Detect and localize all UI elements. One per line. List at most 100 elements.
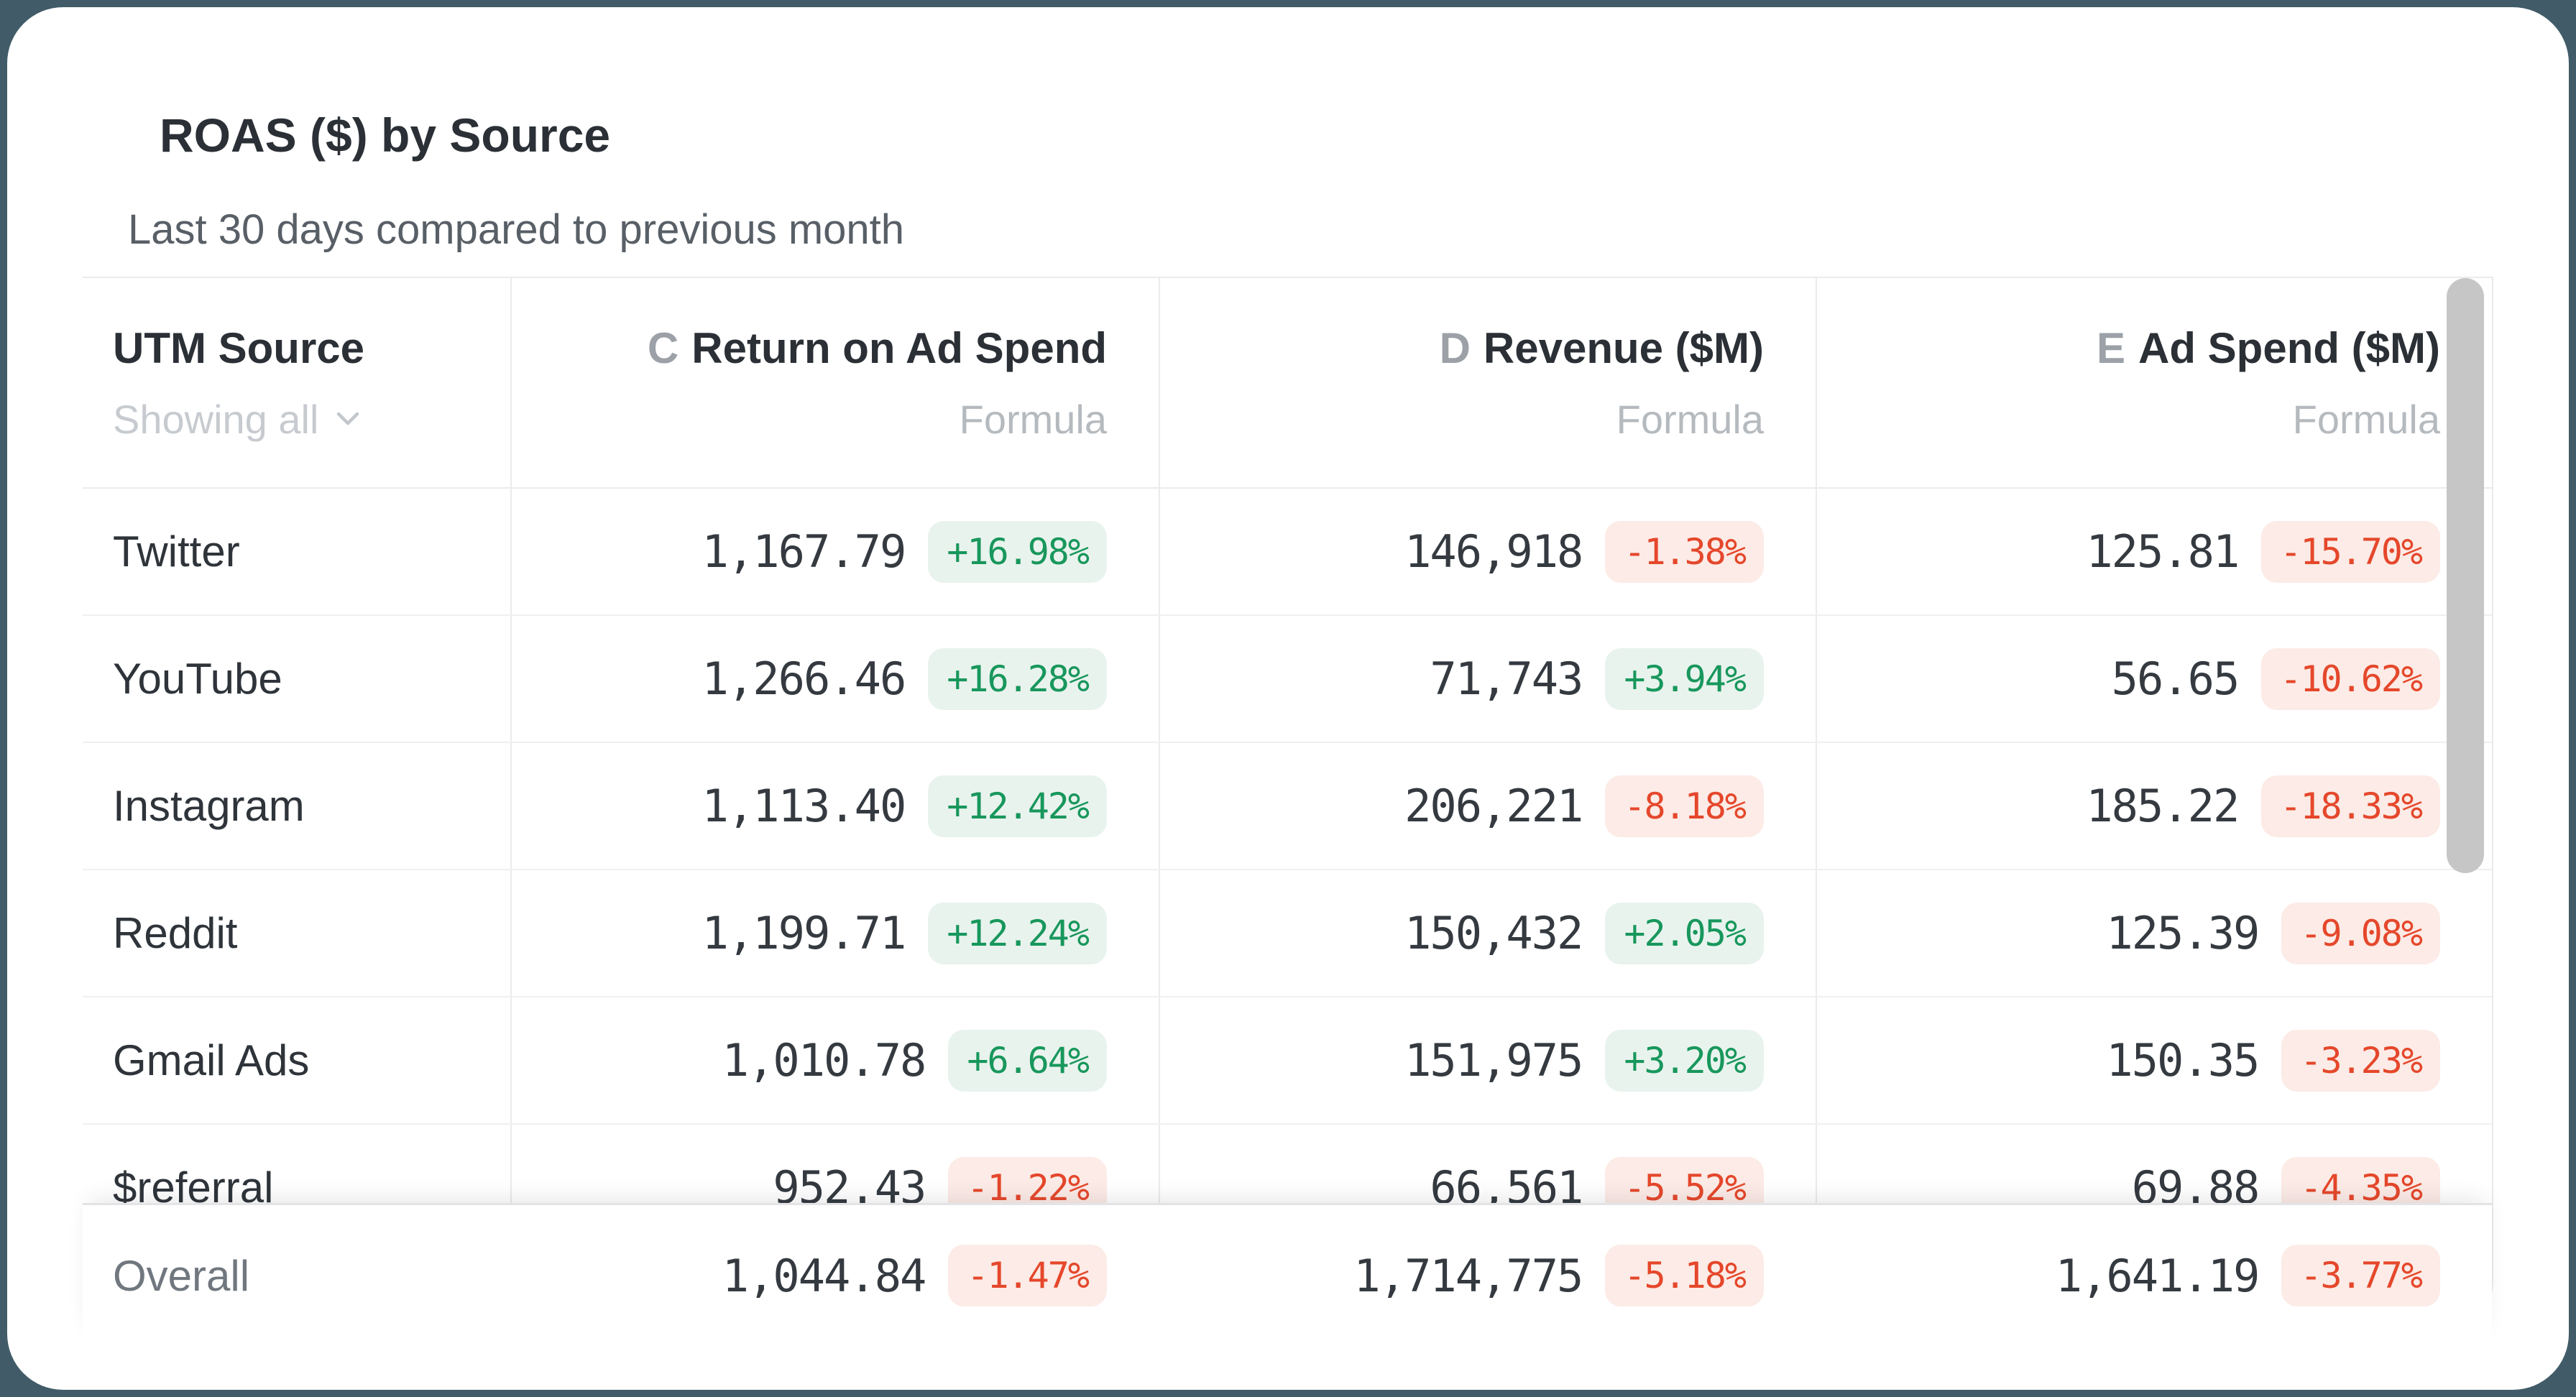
formula-label: Formula [959, 396, 1107, 442]
table-row: Instagram 1,113.40 +12.42% 206,221 -8.18… [83, 743, 2492, 870]
delta-badge: +12.24% [928, 902, 1107, 964]
column-header-label: C Return on Ad Spend [647, 323, 1107, 372]
adspend-cell: 150.35 -3.23% [1816, 997, 2492, 1123]
column-header-label: E Ad Spend ($M) [2096, 323, 2440, 372]
roas-widget-card: ROAS ($) by Source Last 30 days compared… [7, 7, 2569, 1390]
delta-badge: +16.98% [928, 520, 1107, 583]
roas-cell: 952.43 -1.22% [510, 1125, 1159, 1203]
revenue-column-header-cell[interactable]: D Revenue ($M) Formula [1159, 278, 1816, 487]
source-cell: YouTube [113, 655, 282, 703]
metric-value: 150,432 [1404, 907, 1583, 959]
metric-value: 1,641.19 [2055, 1249, 2260, 1302]
roas-cell: 1,199.71 +12.24% [510, 870, 1159, 996]
vertical-scrollbar-thumb[interactable] [2447, 278, 2484, 873]
adspend-cell: 69.88 -4.35% [1816, 1125, 2492, 1203]
table-row: Gmail Ads 1,010.78 +6.64% 151,975 +3.20%… [83, 997, 2492, 1125]
delta-badge: -15.70% [2261, 520, 2440, 583]
source-cell: $referral [113, 1163, 274, 1203]
roas-column-header-cell[interactable]: C Return on Ad Spend Formula [510, 278, 1159, 487]
column-letter: C [647, 323, 679, 372]
delta-badge: +12.42% [928, 775, 1107, 837]
delta-badge: -1.47% [948, 1245, 1107, 1306]
metric-value: 150.35 [2106, 1034, 2260, 1087]
metric-value: 1,714,775 [1353, 1249, 1583, 1302]
metric-value: 146,918 [1404, 525, 1583, 578]
delta-badge: -3.77% [2281, 1245, 2440, 1306]
showing-all-dropdown[interactable]: Showing all [113, 396, 360, 443]
utm-source-header-cell: UTM Source Showing all [83, 278, 510, 487]
metric-value: 952.43 [773, 1161, 926, 1203]
column-letter: D [1439, 323, 1471, 372]
revenue-cell: 66,561 -5.52% [1159, 1125, 1816, 1203]
roas-cell: 1,167.79 +16.98% [510, 489, 1159, 614]
showing-all-label: Showing all [113, 396, 319, 442]
metric-value: 56.65 [2111, 653, 2240, 705]
source-cell: Reddit [113, 909, 238, 957]
table-header-row: UTM Source Showing all C Return on Ad Spe… [83, 277, 2492, 489]
source-cell: Overall [113, 1251, 250, 1300]
metric-value: 185.22 [2086, 780, 2240, 832]
metric-value: 1,044.84 [722, 1249, 927, 1302]
delta-badge: -3.23% [2281, 1029, 2440, 1092]
roas-cell: 1,010.78 +6.64% [510, 997, 1159, 1123]
revenue-cell: 146,918 -1.38% [1159, 489, 1816, 614]
delta-badge: -5.52% [1605, 1156, 1764, 1203]
metric-value: 151,975 [1404, 1034, 1583, 1087]
roas-table: UTM Source Showing all C Return on Ad Spe… [83, 277, 2493, 1346]
metric-value: 1,266.46 [702, 653, 907, 705]
metric-value: 206,221 [1404, 780, 1583, 832]
adspend-column-header-cell[interactable]: E Ad Spend ($M) Formula [1816, 278, 2492, 487]
adspend-cell: 185.22 -18.33% [1816, 743, 2492, 869]
column-letter: E [2096, 323, 2126, 372]
roas-cell: 1,044.84 -1.47% [510, 1205, 1159, 1346]
chevron-down-icon [337, 412, 359, 425]
formula-label: Formula [2292, 396, 2440, 442]
source-cell: Twitter [113, 527, 240, 576]
delta-badge: -9.08% [2281, 902, 2440, 964]
revenue-cell: 71,743 +3.94% [1159, 616, 1816, 742]
table-row: YouTube 1,266.46 +16.28% 71,743 +3.94% 5… [83, 616, 2492, 743]
table-row: Twitter 1,167.79 +16.98% 146,918 -1.38% … [83, 489, 2492, 616]
adspend-cell: 125.81 -15.70% [1816, 489, 2492, 614]
card-subtitle: Last 30 days compared to previous month [128, 206, 905, 253]
delta-badge: -1.38% [1605, 520, 1764, 583]
card-title: ROAS ($) by Source [160, 109, 611, 162]
revenue-cell: 206,221 -8.18% [1159, 743, 1816, 869]
delta-badge: +6.64% [948, 1029, 1107, 1092]
metric-value: 125.81 [2086, 525, 2240, 578]
column-header-label: D Revenue ($M) [1439, 323, 1764, 372]
table-row: Reddit 1,199.71 +12.24% 150,432 +2.05% 1… [83, 870, 2492, 997]
delta-badge: -1.22% [948, 1156, 1107, 1203]
metric-value: 125.39 [2106, 907, 2260, 959]
metric-value: 71,743 [1430, 653, 1583, 705]
delta-badge: -18.33% [2261, 775, 2440, 837]
delta-badge: -5.18% [1605, 1245, 1764, 1306]
adspend-cell: 125.39 -9.08% [1816, 870, 2492, 996]
adspend-cell: 56.65 -10.62% [1816, 616, 2492, 742]
roas-cell: 1,113.40 +12.42% [510, 743, 1159, 869]
roas-cell: 1,266.46 +16.28% [510, 616, 1159, 742]
table-row: $referral 952.43 -1.22% 66,561 -5.52% 69… [83, 1125, 2492, 1203]
source-column-header: UTM Source [113, 323, 365, 372]
source-cell: Gmail Ads [113, 1036, 310, 1084]
metric-value: 1,010.78 [722, 1034, 927, 1087]
adspend-cell: 1,641.19 -3.77% [1816, 1205, 2492, 1346]
revenue-cell: 1,714,775 -5.18% [1159, 1205, 1816, 1346]
metric-value: 69.88 [2131, 1161, 2260, 1203]
delta-badge: +3.20% [1605, 1029, 1764, 1092]
revenue-cell: 151,975 +3.20% [1159, 997, 1816, 1123]
source-cell: Instagram [113, 782, 305, 830]
delta-badge: -8.18% [1605, 775, 1764, 837]
delta-badge: +2.05% [1605, 902, 1764, 964]
metric-value: 66,561 [1430, 1161, 1583, 1203]
delta-badge: +3.94% [1605, 647, 1764, 710]
delta-badge: -10.62% [2261, 647, 2440, 710]
metric-value: 1,167.79 [702, 525, 907, 578]
overall-summary-row: Overall 1,044.84 -1.47% 1,714,775 -5.18%… [83, 1203, 2492, 1346]
delta-badge: -4.35% [2281, 1156, 2440, 1203]
formula-label: Formula [1616, 396, 1764, 442]
revenue-cell: 150,432 +2.05% [1159, 870, 1816, 996]
metric-value: 1,199.71 [702, 907, 907, 959]
table-body: Twitter 1,167.79 +16.98% 146,918 -1.38% … [83, 489, 2492, 1203]
